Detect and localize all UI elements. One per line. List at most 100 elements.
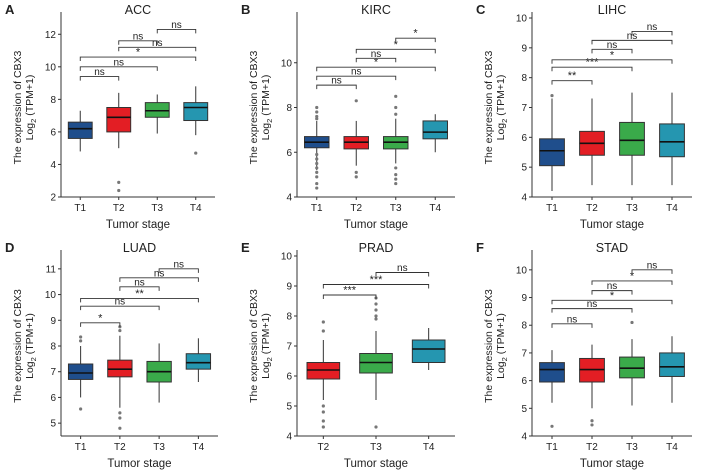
y-tick-label: 8 [50,342,56,353]
y-axis-label-line1: The expression of CBX3 [12,50,24,164]
significance-label: ns [173,259,184,270]
y-axis-label-line1: The expression of CBX3 [248,289,260,403]
box-t2 [106,92,132,193]
x-tick-label: T3 [626,203,638,214]
ylabel-subscript: 2 [29,357,38,361]
box-t2 [579,344,605,427]
ylabel-log: Log [24,361,36,379]
bracket-line [79,56,197,62]
comparison-bracket: ns [591,40,633,54]
x-tick-label: T1 [546,203,558,214]
x-tick-label: T2 [317,442,329,453]
outlier-point [315,152,319,157]
outlier-point [354,175,358,179]
y-tick-label: 7 [286,342,292,353]
ylabel-log: Log [260,123,272,141]
bracket-line [551,308,633,313]
significance-label: * [98,312,103,324]
bracket-line [551,59,673,64]
box-iqr [67,121,93,139]
box-t3 [619,92,645,186]
x-tick-label: T2 [586,203,598,214]
box-t4 [659,336,685,403]
significance-label: * [610,49,615,61]
outlier-point [394,177,398,181]
bracket-line [119,286,160,291]
box-t2 [343,99,369,179]
outlier-point [590,423,594,427]
x-tick-label: T4 [666,442,678,453]
comparison-bracket: *** [551,57,633,72]
outlier-point [118,328,122,333]
y-tick-label: 6 [286,148,292,159]
significance-label: * [610,290,615,302]
comparison-bracket: ** [80,288,199,303]
outlier-point [315,110,319,114]
ylabel-subscript: 2 [500,119,509,123]
panel-letter: D [5,240,14,255]
y-tick-label: 5 [521,404,527,415]
outlier-point [315,166,319,170]
y-tick-label: 6 [50,127,56,138]
y-axis-label-line2: Log2 (TPM+1) [24,75,38,141]
significance-label: ns [113,57,124,68]
comparison-bracket: * [80,312,121,327]
outlier-point [590,419,594,423]
y-tick-label: 4 [50,160,56,171]
outlier-point [374,425,378,429]
comparison-bracket: * [79,47,197,62]
significance-label: *** [370,274,384,286]
panel-lihc: C LIHC 4 5 6 7 8 9 10 The expression of CBX3 Log2 … [476,2,692,231]
outlier-point [79,339,83,343]
comparison-bracket: ns [119,268,199,282]
significance-label: * [136,47,141,59]
significance-label: ns [133,31,144,42]
x-axis-title: Tumor stage [107,458,171,470]
bracket-line [316,66,436,72]
outlier-point [118,411,122,415]
panel-letter: B [241,2,250,17]
box-iqr [183,102,209,122]
panel-letter: E [241,240,250,255]
y-tick-label: 8 [286,103,292,114]
ylabel-units: (TPM+1) [495,75,507,119]
y-tick-label: 6 [286,372,292,383]
x-tick-label: T3 [390,203,402,214]
panel-stad: F STAD 4 5 6 7 8 9 10 The expression of CBX3 Log2 … [476,240,692,470]
y-tick-label: 11 [46,264,57,275]
outlier-point [394,112,398,116]
comparison-bracket: ns [119,277,160,291]
box-iqr [185,353,212,370]
bracket-line [79,76,120,81]
ylabel-subscript: 2 [265,357,274,361]
y-tick-label: 10 [45,290,57,301]
box-iqr [539,138,565,167]
outlier-point [354,170,358,174]
outlier-point [315,170,319,174]
panel-title: LIHC [598,3,626,17]
box-t3 [383,94,409,186]
y-tick-label: 5 [521,163,527,174]
comparison-bracket: ns [591,31,673,45]
ylabel-subscript: 2 [500,357,509,361]
comparison-bracket: * [316,57,436,72]
x-tick-label: T3 [626,442,638,453]
bracket-line [158,268,199,273]
box-t4 [183,86,209,155]
significance-label: ns [331,76,342,87]
outlier-point [79,407,83,411]
y-axis-label-line2: Log2 (TPM+1) [24,313,38,379]
box-t3 [144,94,170,134]
box-iqr [539,362,565,383]
bracket-line [80,305,160,311]
box-t4 [185,338,212,382]
outlier-point [374,314,378,318]
outlier-point [118,426,122,430]
ylabel-units: (TPM+1) [260,313,272,357]
y-axis-label-line2: Log2 (TPM+1) [260,313,274,379]
bracket-line [355,57,397,63]
comparison-bracket: ns [316,67,397,81]
x-tick-label: T2 [114,442,126,453]
